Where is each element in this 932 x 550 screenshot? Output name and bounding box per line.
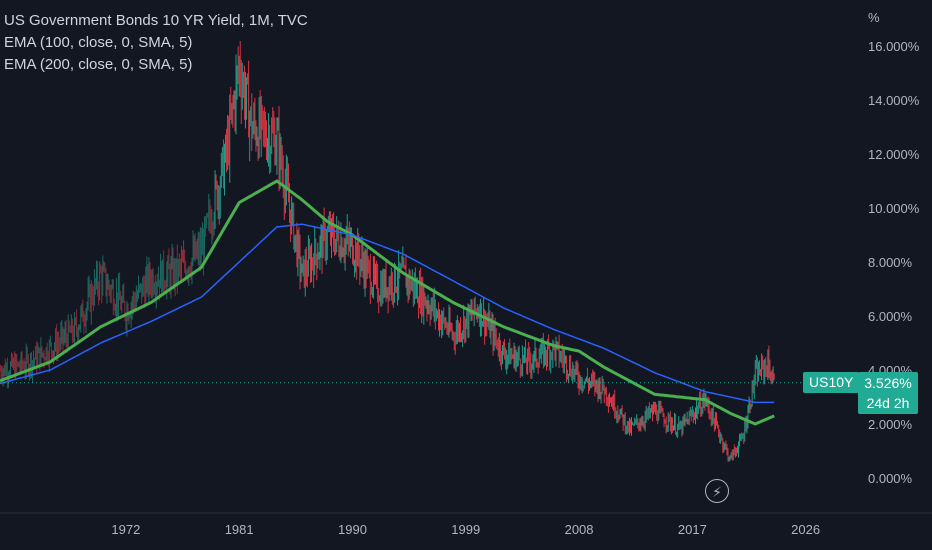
ema200-legend: EMA (200, close, 0, SMA, 5) <box>4 56 193 73</box>
last-price: 3.526% <box>864 375 912 391</box>
chart-legend: US Government Bonds 10 YR Yield, 1M, TVC… <box>4 10 308 76</box>
y-tick-label: 6.000% <box>868 309 913 324</box>
y-tick-label: 8.000% <box>868 255 913 270</box>
flash-icon[interactable]: ⚡ <box>705 479 729 503</box>
x-tick-label: 2026 <box>791 522 820 537</box>
y-tick-label: 0.000% <box>868 471 913 486</box>
y-tick-label: 10.000% <box>868 201 920 216</box>
ema100-line <box>0 179 775 426</box>
x-tick-label: 1990 <box>338 522 367 537</box>
x-tick-label: 1999 <box>451 522 480 537</box>
y-tick-label: 12.000% <box>868 147 920 162</box>
ema200-line <box>0 223 775 404</box>
bar-countdown: 24d 2h <box>866 395 910 411</box>
x-tick-label: 1972 <box>111 522 140 537</box>
x-tick-label: 2017 <box>678 522 707 537</box>
y-tick-label: 2.000% <box>868 417 913 432</box>
last-price-badge: 3.526% 24d 2h <box>858 372 918 414</box>
y-tick-label: 16.000% <box>868 39 920 54</box>
symbol-badge: US10Y <box>803 372 860 393</box>
chart-title: US Government Bonds 10 YR Yield, 1M, TVC <box>4 12 308 29</box>
ema100-legend: EMA (100, close, 0, SMA, 5) <box>4 34 193 51</box>
x-tick-label: 2008 <box>565 522 594 537</box>
x-tick-label: 1981 <box>225 522 254 537</box>
y-axis-unit: % <box>868 10 880 25</box>
y-tick-label: 14.000% <box>868 93 920 108</box>
